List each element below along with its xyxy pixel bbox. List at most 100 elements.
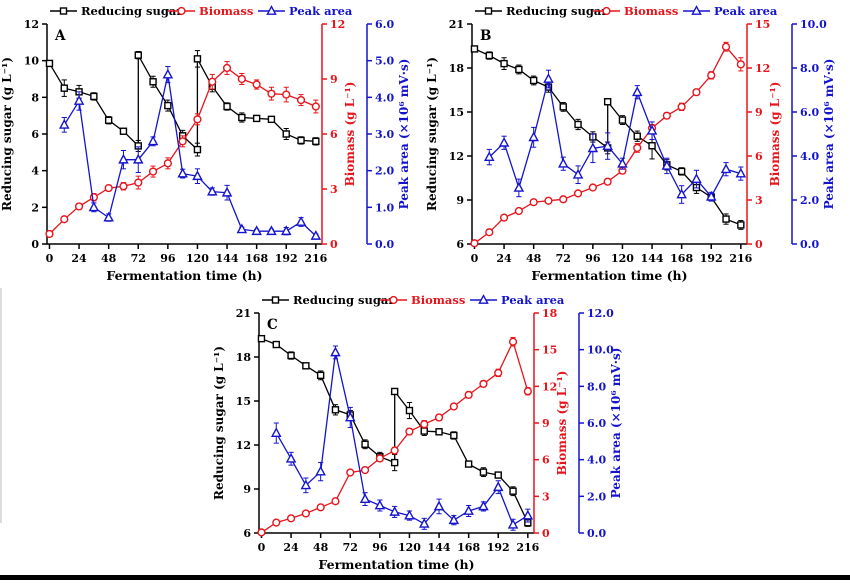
- y-tick-label: 3: [330, 183, 338, 196]
- y-tick-label: 0: [31, 238, 39, 251]
- y-tick-label: 15: [542, 344, 557, 357]
- x-tick-label: 192: [487, 541, 510, 554]
- circle-marker: [721, 42, 731, 51]
- square-marker: [223, 102, 231, 111]
- x-tick-label: 168: [245, 252, 268, 265]
- triangle-marker: [676, 188, 687, 199]
- legend: Reducing sugar Biomass Peak area: [475, 4, 778, 18]
- circle-marker: [662, 111, 671, 120]
- legend-item-peak-area: Peak area: [258, 4, 353, 18]
- circle-marker: [311, 102, 320, 111]
- triangle-marker: [631, 86, 643, 97]
- series-peak-area: [483, 69, 747, 204]
- y-tick-label: 21: [236, 307, 251, 320]
- x-tick-label: 96: [585, 252, 601, 265]
- triangle-marker: [661, 160, 673, 170]
- triangle-marker: [646, 124, 658, 135]
- biomass-axis-title: Biomass (g L⁻¹): [555, 371, 569, 476]
- biomass-axis: 0 3 6 9 12 Biomass (g L⁻¹): [321, 18, 357, 251]
- square-marker: [479, 468, 488, 476]
- triangle-marker: [206, 185, 218, 196]
- circle-marker: [177, 6, 186, 16]
- square-marker: [390, 458, 399, 467]
- circle-marker: [603, 177, 612, 186]
- square-marker: [529, 76, 538, 85]
- circle-marker: [736, 60, 745, 69]
- x-axis: 0 24 48 72 96 120 144 168 192 216 Fermentation tim…: [471, 243, 753, 283]
- square-marker: [485, 51, 493, 60]
- circle-marker: [470, 239, 479, 248]
- triangle-marker: [285, 452, 297, 463]
- triangle-marker: [507, 518, 519, 529]
- y-tick-label: 6: [542, 454, 550, 467]
- circle-marker: [544, 196, 553, 205]
- circle-marker: [529, 198, 538, 207]
- square-marker: [361, 440, 369, 448]
- circle-marker: [346, 468, 355, 477]
- square-marker: [282, 130, 290, 138]
- y-tick-label: 0: [755, 238, 763, 251]
- circle-marker: [573, 189, 583, 198]
- circle-marker: [272, 518, 281, 527]
- circle-marker: [360, 465, 370, 475]
- y-tick-label: 4.0: [800, 150, 819, 163]
- triangle-marker: [162, 68, 174, 79]
- square-marker: [271, 296, 280, 304]
- square-marker: [257, 334, 266, 343]
- biomass-axis-title: Biomass (g L⁻¹): [343, 82, 357, 187]
- square-marker: [272, 340, 280, 349]
- legend-label: Biomass: [624, 4, 678, 18]
- triangle-marker: [88, 201, 100, 212]
- square-marker: [60, 84, 68, 92]
- x-tick-label: 96: [372, 541, 388, 554]
- y-tick-label: 2: [31, 201, 39, 214]
- triangle-marker: [374, 499, 386, 510]
- square-marker: [134, 51, 142, 59]
- circle-marker: [296, 95, 306, 105]
- triangle-marker: [147, 135, 159, 146]
- triangle-marker: [389, 506, 400, 516]
- circle-marker: [208, 77, 217, 86]
- square-marker: [59, 7, 68, 15]
- triangle-marker: [132, 153, 144, 164]
- triangle-marker: [587, 142, 599, 153]
- square-marker: [509, 487, 517, 495]
- circle-marker: [257, 528, 266, 537]
- y-tick-label: 3.0: [375, 128, 394, 141]
- legend-label: Peak area: [289, 4, 353, 18]
- circle-marker: [692, 88, 701, 97]
- x-tick-label: 120: [611, 252, 634, 265]
- y-tick-label: 6: [31, 128, 39, 141]
- series-biomass: [257, 336, 532, 537]
- y-tick-label: 8: [31, 91, 39, 104]
- triangle-marker: [705, 190, 717, 201]
- triangle-marker: [236, 223, 248, 234]
- triangle-marker: [492, 481, 504, 492]
- circle-marker: [222, 63, 232, 73]
- legend-label: Peak area: [714, 4, 778, 18]
- y-tick-label: 0: [542, 527, 550, 540]
- y-tick-label: 5.0: [375, 55, 394, 68]
- square-marker: [287, 351, 295, 360]
- square-marker: [470, 45, 479, 53]
- circle-marker: [514, 206, 523, 216]
- y-tick-label: 18: [542, 307, 558, 320]
- circle-marker: [390, 446, 399, 455]
- series-reducing-sugar: [45, 50, 320, 157]
- square-marker: [119, 127, 128, 135]
- triangle-marker: [58, 118, 70, 129]
- triangle-marker: [344, 411, 356, 422]
- circle-marker: [499, 213, 509, 222]
- y-tick-label: 3: [542, 490, 550, 503]
- peak-area-axis-title: Peak area (×10⁶ mV·s): [822, 59, 836, 210]
- legend-item-reducing-sugar: Reducing sugar: [262, 293, 395, 307]
- panel-letter: A: [54, 28, 66, 44]
- circle-marker: [148, 167, 158, 176]
- y-tick-label: 10: [24, 55, 40, 68]
- square-marker: [435, 428, 443, 436]
- x-tick-label: 48: [101, 252, 117, 265]
- series-line: [49, 67, 317, 235]
- x-tick-label: 216: [516, 541, 539, 554]
